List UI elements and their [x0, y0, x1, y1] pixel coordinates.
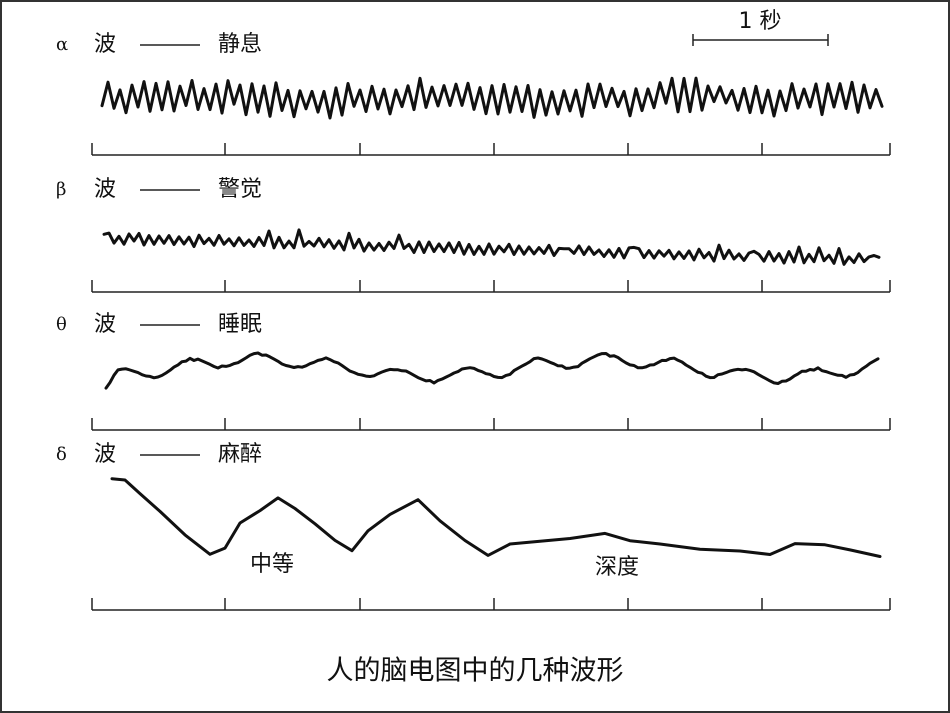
delta-wave [110, 477, 882, 558]
annotation: 深度 [595, 555, 639, 580]
alpha-wave [100, 76, 884, 120]
caption: 人的脑电图中的几种波形 [327, 656, 624, 687]
wave-word: 波 [94, 442, 116, 467]
state-label: 静息 [218, 32, 262, 57]
state-label: 麻醉 [218, 442, 262, 467]
annotation: 中等 [250, 552, 294, 577]
wave-word: 波 [94, 32, 116, 57]
wave-symbol: θ [56, 314, 67, 335]
wave-word: 波 [94, 177, 116, 202]
theta-wave [104, 351, 880, 390]
wave-word: 波 [94, 312, 116, 337]
state-label: 警觉 [218, 177, 262, 202]
beta-wave [102, 228, 881, 266]
wave-symbol: β [56, 179, 66, 200]
state-label: 睡眠 [218, 312, 262, 337]
wave-symbol: α [56, 34, 68, 55]
scale-label: 1 秒 [739, 9, 782, 34]
wave-symbol: δ [56, 444, 67, 465]
rows: α 波静息β 波警觉θ 波睡眠δ 波麻醉 [56, 32, 891, 611]
